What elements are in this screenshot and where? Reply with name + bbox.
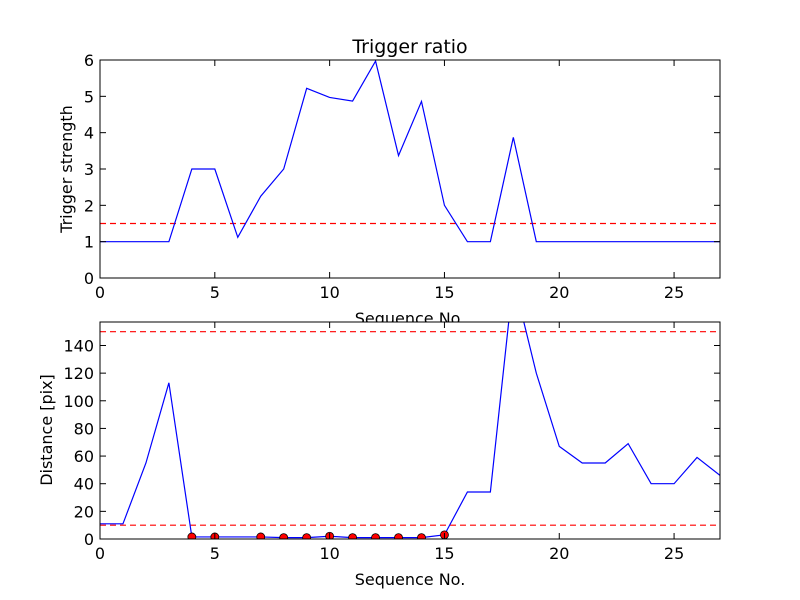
bottom-x-tick-label: 25: [664, 544, 684, 563]
bottom-y-tick-label: 140: [63, 336, 94, 355]
bottom-marker-point: [371, 533, 380, 539]
bottom-marker-point: [302, 533, 312, 539]
top-x-tick-label: 25: [664, 283, 684, 302]
bottom-y-tick-label: 120: [63, 364, 94, 383]
top-x-tick-label: 20: [549, 283, 569, 302]
bottom-ticks: 0 5 10 15 20 25 0 20 40 60 80 100 120 140: [63, 322, 720, 563]
top-x-tick-label: 15: [434, 283, 454, 302]
top-plot-marks: [100, 60, 720, 243]
bottom-series-line-0: [100, 322, 720, 539]
bottom-marker-point: [348, 533, 357, 539]
bottom-y-tick-label: 40: [74, 475, 94, 494]
bottom-x-axis-label: Sequence No.: [355, 570, 466, 589]
top-x-tick-label: 10: [319, 283, 339, 302]
bottom-axes-frame: [99, 321, 721, 540]
top-x-tick-label: 0: [95, 283, 105, 302]
bottom-x-tick-label: 5: [210, 544, 220, 563]
bottom-marker-point: [394, 533, 403, 539]
bottom-marker-point: [279, 533, 289, 539]
top-y-tick-label: 3: [84, 160, 94, 179]
bottom-x-tick-label: 20: [549, 544, 569, 563]
top-chart-title: Trigger ratio: [351, 36, 467, 58]
bottom-subplot: 0 5 10 15 20 25 0 20 40 60 80 100 120 140 Sequence No…: [37, 321, 721, 589]
top-y-tick-label: 5: [84, 87, 94, 106]
bottom-y-tick-label: 0: [84, 530, 94, 549]
bottom-x-tick-label: 0: [95, 544, 105, 563]
top-series-line-0: [100, 60, 720, 243]
top-y-tick-label: 6: [84, 51, 94, 70]
top-y-tick-label: 0: [84, 269, 94, 288]
top-y-axis-label: Trigger strength: [57, 105, 76, 234]
bottom-y-axis-label: Distance [pix]: [37, 374, 56, 486]
bottom-x-tick-label: 10: [319, 544, 339, 563]
bottom-marker-point: [187, 532, 197, 539]
top-y-tick-label: 1: [84, 233, 94, 252]
bottom-y-tick-label: 20: [74, 502, 94, 521]
bottom-y-tick-label: 60: [74, 447, 94, 466]
bottom-y-tick-label: 100: [63, 392, 94, 411]
bottom-y-tick-label: 80: [74, 419, 94, 438]
bottom-x-tick-label: 15: [434, 544, 454, 563]
top-y-tick-label: 4: [84, 124, 94, 143]
top-ticks: 0 5 10 15 20 25 0 1 2 3 4 5 6: [84, 51, 720, 302]
top-x-tick-label: 5: [210, 283, 220, 302]
top-y-tick-label: 2: [84, 196, 94, 215]
bottom-plot-area: [100, 322, 720, 539]
bottom-marker-point: [417, 533, 426, 539]
bottom-plot-marks: [100, 322, 720, 539]
bottom-marker-point: [256, 532, 266, 539]
